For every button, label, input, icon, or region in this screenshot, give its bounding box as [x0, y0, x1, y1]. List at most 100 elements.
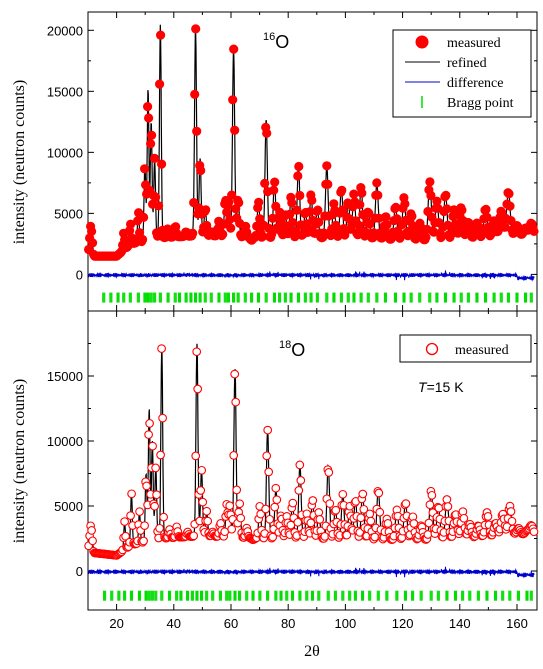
measured-point	[409, 519, 419, 528]
legend-refined-label: refined	[447, 56, 487, 71]
measured-point	[342, 530, 352, 540]
measured-point	[262, 451, 272, 461]
x-tick-label: 40	[167, 616, 181, 631]
measured-point	[355, 200, 365, 210]
measured-point	[151, 192, 161, 202]
legend-difference-label: difference	[447, 76, 503, 91]
measured-point	[270, 177, 280, 187]
bottom-y-axis-title: intensity (neutron counts)	[11, 379, 28, 543]
y-tick-label: 0	[76, 267, 83, 282]
measured-point	[459, 513, 469, 523]
x-tick-label: 160	[506, 616, 528, 631]
measured-point	[87, 526, 96, 535]
top-x-ticks	[116, 12, 518, 311]
measured-point	[288, 498, 298, 508]
measured-point	[219, 219, 229, 229]
measured-point	[506, 216, 516, 226]
measured-point	[121, 531, 130, 541]
measured-point	[144, 113, 154, 123]
measured-point	[383, 519, 393, 528]
measured-point	[349, 189, 359, 199]
measured-point	[443, 502, 453, 511]
measured-point	[268, 532, 278, 542]
y-tick-label: 20000	[47, 23, 83, 38]
measured-point	[365, 219, 375, 229]
measured-point	[325, 499, 335, 508]
top-y-ticks: 0 5000 10000 15000 20000	[47, 23, 537, 282]
measured-point	[504, 189, 514, 199]
measured-point	[364, 208, 374, 218]
measured-point	[392, 214, 402, 224]
measured-point	[229, 44, 239, 54]
legend-measured-label: measured	[447, 36, 501, 51]
measured-point	[154, 201, 164, 211]
measured-point	[338, 489, 348, 499]
measured-point	[138, 234, 148, 245]
bottom-y-ticks: 0 5000 10000 15000	[47, 343, 537, 579]
measured-point	[372, 178, 382, 188]
measured-point	[140, 164, 150, 174]
top-y-axis-title: intensity (neutron counts)	[11, 80, 28, 244]
measured-point	[218, 229, 228, 239]
measured-point	[354, 220, 364, 230]
top-measured-points	[84, 24, 539, 261]
measured-point	[272, 495, 282, 505]
measured-point	[127, 489, 136, 499]
measured-point	[157, 344, 166, 353]
measured-point	[145, 419, 154, 428]
measured-point	[365, 509, 375, 519]
measured-point	[356, 513, 366, 523]
y-tick-label: 10000	[47, 145, 83, 160]
measured-point	[338, 205, 348, 215]
measured-point	[188, 228, 198, 238]
measured-point	[140, 521, 149, 530]
measured-point	[230, 125, 240, 135]
measured-point	[314, 508, 324, 517]
measured-point	[270, 502, 280, 512]
measured-point	[285, 209, 295, 219]
measured-point	[159, 512, 168, 522]
measured-point	[155, 79, 165, 89]
measured-point	[434, 503, 444, 513]
measured-point	[88, 238, 98, 248]
measured-point	[150, 501, 159, 511]
measured-point	[235, 499, 245, 509]
measured-point	[529, 527, 539, 537]
measured-point	[191, 24, 201, 34]
measured-point	[401, 499, 411, 508]
bottom-measured-points	[84, 344, 539, 560]
y-tick-label: 10000	[47, 434, 83, 449]
measured-point	[373, 190, 383, 200]
measured-point	[322, 161, 332, 171]
measured-point	[193, 384, 203, 394]
measured-point	[423, 530, 433, 539]
measured-point	[294, 161, 304, 172]
measured-point	[216, 519, 226, 528]
measured-point	[267, 229, 277, 239]
legend-bragg-label: Bragg point	[447, 96, 514, 111]
measured-point	[381, 212, 391, 222]
measured-point	[228, 95, 238, 105]
bottom-panel: 0 5000 10000 15000 20 40 60 80 100 120 140 160 18O…	[47, 310, 539, 631]
bottom-bragg-marks	[103, 590, 533, 601]
measured-point	[201, 205, 211, 215]
measured-point	[254, 197, 264, 207]
measured-point	[425, 177, 435, 187]
measured-point	[441, 190, 451, 200]
measured-point	[196, 486, 206, 495]
measured-point	[226, 223, 236, 233]
measured-point	[148, 441, 157, 451]
bottom-legend: measured	[399, 334, 532, 363]
y-tick-label: 15000	[47, 84, 83, 99]
measured-point	[225, 501, 235, 511]
measured-point	[232, 485, 242, 495]
measured-point	[427, 490, 437, 500]
measured-point	[407, 211, 417, 221]
x-axis-title: 2θ	[304, 643, 320, 660]
measured-point	[313, 205, 323, 215]
measured-point	[158, 413, 167, 423]
measured-point	[421, 232, 431, 242]
measured-point	[507, 516, 517, 526]
measured-point	[331, 505, 341, 515]
